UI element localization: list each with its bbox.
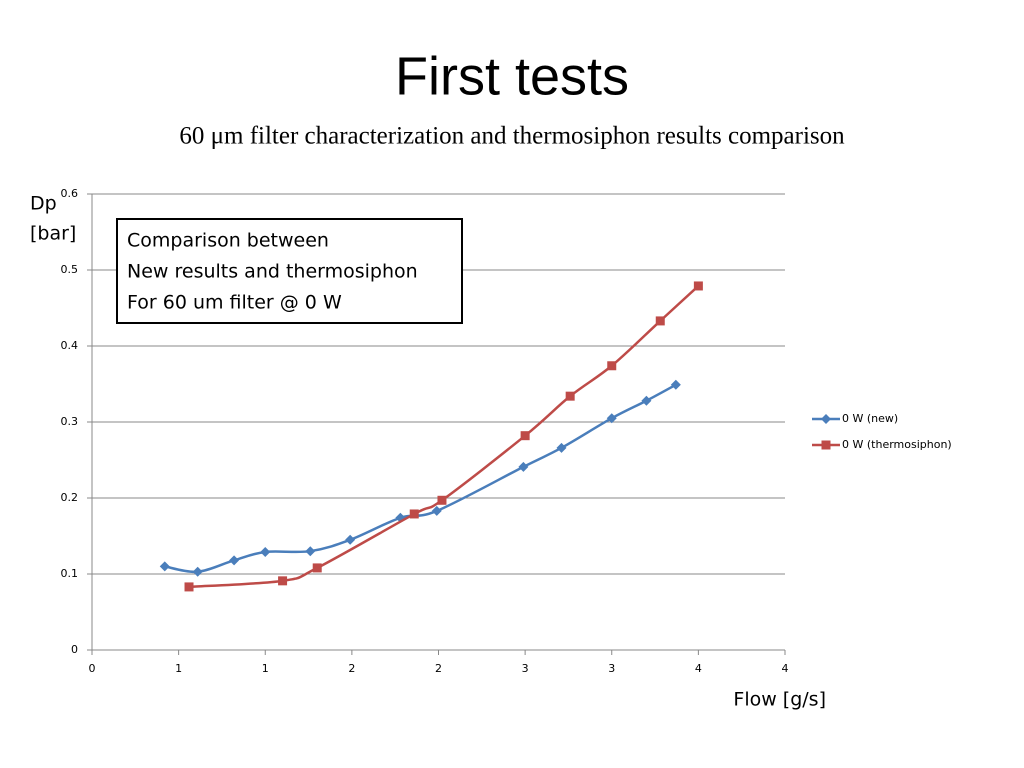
marker: [641, 395, 652, 406]
marker: [693, 281, 703, 291]
marker: [409, 509, 419, 519]
marker: [565, 391, 575, 401]
marker: [518, 461, 529, 472]
marker: [159, 561, 170, 572]
marker: [184, 582, 194, 592]
marker: [437, 495, 447, 505]
annotation: New results and thermosiphon: [127, 261, 418, 283]
annotation: Comparison between: [127, 230, 329, 252]
annotation: For 60 um filter @ 0 W: [127, 292, 342, 314]
y-axis-label: Dp: [30, 193, 57, 215]
slide-title: First tests: [395, 46, 629, 106]
y-tick-label: 0.6: [61, 187, 79, 200]
series-line: [188, 285, 700, 589]
marker: [520, 431, 530, 441]
x-tick-label: 2: [348, 662, 355, 675]
x-tick-label: 1: [175, 662, 182, 675]
legend-marker: [821, 414, 831, 424]
y-tick-label: 0.2: [61, 491, 79, 504]
marker: [260, 546, 271, 557]
marker: [655, 316, 665, 326]
marker: [312, 563, 322, 573]
x-tick-label: 4: [695, 662, 702, 675]
x-tick-label: 0: [89, 662, 96, 675]
marker: [229, 555, 240, 566]
x-tick-label: 4: [782, 662, 789, 675]
marker: [345, 534, 356, 545]
y-tick-label: 0.1: [61, 567, 79, 580]
marker: [305, 546, 316, 557]
x-tick-label: 1: [262, 662, 269, 675]
legend-marker: [821, 440, 831, 450]
y-tick-label: 0.4: [61, 339, 79, 352]
marker: [278, 576, 288, 586]
x-axis-label: Flow [g/s]: [733, 689, 826, 711]
y-tick-label: 0: [71, 643, 78, 656]
legend-label: 0 W (new): [842, 412, 898, 425]
marker: [670, 379, 681, 390]
marker: [556, 442, 567, 453]
marker: [607, 361, 617, 371]
series-line: [164, 383, 677, 574]
x-tick-label: 3: [522, 662, 529, 675]
marker: [606, 413, 617, 424]
legend-label: 0 W (thermosiphon): [842, 438, 952, 451]
marker: [431, 505, 442, 516]
x-tick-label: 2: [435, 662, 442, 675]
subtitle: 60 μm filter characterization and thermo…: [179, 123, 845, 150]
y-tick-label: 0.3: [61, 415, 79, 428]
y-tick-label: 0.5: [61, 263, 79, 276]
annotation-box: [116, 218, 463, 324]
x-tick-label: 3: [608, 662, 615, 675]
marker: [192, 566, 203, 577]
y-axis-label: [bar]: [30, 223, 76, 245]
